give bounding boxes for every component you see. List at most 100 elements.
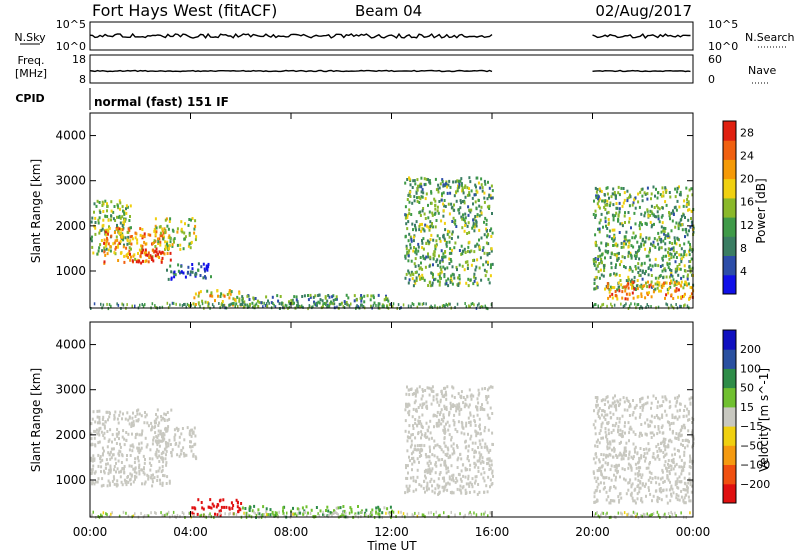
data-cell xyxy=(443,221,446,225)
data-cell xyxy=(644,402,647,406)
data-cell xyxy=(663,443,666,447)
data-cell xyxy=(99,229,102,233)
data-cell xyxy=(636,303,638,307)
data-cell xyxy=(594,452,597,456)
data-cell xyxy=(415,191,418,195)
data-cell xyxy=(198,302,200,306)
data-cell xyxy=(608,488,611,492)
data-cell xyxy=(686,277,689,281)
data-cell xyxy=(196,512,199,516)
data-cell xyxy=(475,434,478,438)
data-cell xyxy=(115,432,118,436)
data-cell xyxy=(236,295,239,299)
colorbar-band xyxy=(723,255,736,276)
data-cell xyxy=(688,477,691,481)
data-cell xyxy=(680,425,683,429)
data-cell xyxy=(673,283,676,287)
data-cell xyxy=(646,451,649,455)
data-cell xyxy=(229,292,232,296)
data-cell xyxy=(330,300,332,304)
data-cell xyxy=(611,448,613,452)
data-cell xyxy=(428,459,431,463)
data-cell xyxy=(117,230,120,234)
data-cell xyxy=(125,211,128,215)
data-cell xyxy=(632,499,635,503)
data-cell xyxy=(616,297,619,301)
data-cell xyxy=(489,229,492,232)
data-cell xyxy=(625,396,628,400)
data-cell xyxy=(455,225,458,228)
data-cell xyxy=(622,396,625,400)
data-cell xyxy=(448,251,451,255)
data-cell xyxy=(486,490,489,494)
data-cell xyxy=(624,478,627,482)
data-cell xyxy=(637,466,640,470)
data-cell xyxy=(97,477,100,481)
data-cell xyxy=(114,252,117,256)
data-cell xyxy=(434,225,437,229)
data-cell xyxy=(634,288,637,291)
data-cell xyxy=(422,389,424,393)
data-cell xyxy=(628,405,631,409)
data-cell xyxy=(432,225,434,229)
data-cell xyxy=(207,301,209,305)
data-cell xyxy=(604,256,606,260)
data-cell xyxy=(647,273,650,277)
data-cell xyxy=(678,253,681,257)
data-cell xyxy=(613,499,616,503)
data-cell xyxy=(640,423,643,426)
data-cell xyxy=(162,237,165,241)
time-axis-label: Time UT xyxy=(366,539,417,553)
data-cell xyxy=(613,303,616,307)
data-cell xyxy=(475,219,478,223)
data-cell xyxy=(375,511,377,515)
data-cell xyxy=(408,459,411,463)
data-cell xyxy=(204,269,206,273)
data-cell xyxy=(610,252,613,256)
velocity-colorbar-label: Velocity [m s^-1] xyxy=(757,368,771,472)
data-cell xyxy=(668,400,671,404)
data-cell xyxy=(249,505,252,509)
data-cell xyxy=(685,227,688,231)
data-cell xyxy=(116,434,119,438)
data-cell xyxy=(332,298,335,302)
data-cell xyxy=(487,457,490,461)
nave-top-label: 60 xyxy=(708,53,722,66)
data-cell xyxy=(610,266,613,270)
data-cell xyxy=(105,247,108,251)
data-cell xyxy=(595,303,597,306)
data-cell xyxy=(126,454,128,457)
data-cell xyxy=(645,432,648,436)
data-cell xyxy=(402,512,405,516)
data-cell xyxy=(626,513,628,517)
data-cell xyxy=(597,197,600,201)
data-cell xyxy=(416,188,419,192)
data-cell xyxy=(636,251,638,255)
data-cell xyxy=(385,511,387,515)
data-cell xyxy=(105,462,107,466)
data-cell xyxy=(485,241,488,245)
data-cell xyxy=(296,300,299,304)
data-cell xyxy=(426,471,429,475)
data-cell xyxy=(176,230,179,234)
data-cell xyxy=(618,417,621,421)
data-cell xyxy=(618,402,621,406)
data-cell xyxy=(434,244,437,248)
data-cell xyxy=(440,422,443,426)
data-cell xyxy=(412,179,415,183)
data-cell xyxy=(110,512,112,516)
data-cell xyxy=(242,305,245,309)
colorbar-tick-label: 20 xyxy=(740,173,754,186)
data-cell xyxy=(606,440,609,444)
data-cell xyxy=(623,304,626,307)
data-cell xyxy=(467,416,470,420)
data-cell xyxy=(421,246,424,250)
data-cell xyxy=(156,479,159,482)
data-cell xyxy=(161,234,164,238)
data-cell xyxy=(690,220,693,224)
data-cell xyxy=(592,304,594,308)
data-cell xyxy=(670,273,673,277)
data-cell xyxy=(665,452,668,456)
data-cell xyxy=(464,195,467,199)
data-cell xyxy=(661,256,664,260)
